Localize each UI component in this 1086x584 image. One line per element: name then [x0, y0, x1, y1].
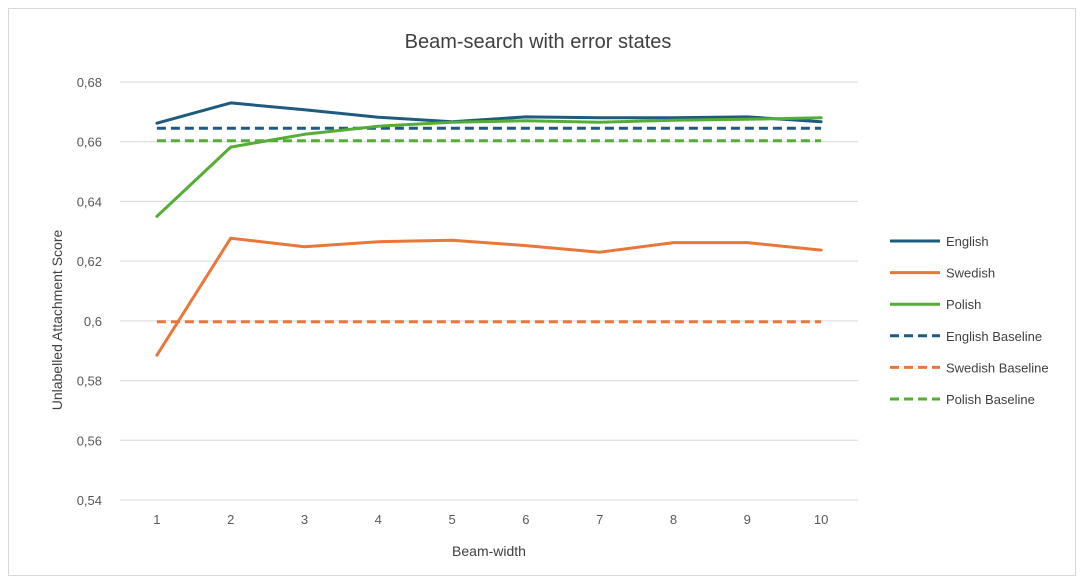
y-tick-label: 0,66: [77, 135, 102, 150]
x-axis-title: Beam-width: [452, 543, 526, 559]
series-line-english: [155, 101, 823, 125]
legend-label: English Baseline: [946, 329, 1042, 344]
legend-label: Swedish Baseline: [946, 360, 1049, 375]
x-tick-label: 5: [448, 512, 455, 527]
x-tick-label: 3: [301, 512, 308, 527]
legend-label: Polish Baseline: [946, 392, 1035, 407]
x-tick-label: 1: [153, 512, 160, 527]
x-tick-label: 2: [227, 512, 234, 527]
series-line-polish: [155, 116, 823, 218]
x-tick-label: 4: [375, 512, 382, 527]
y-tick-label: 0,54: [77, 493, 102, 508]
series-line-swedish: [155, 236, 823, 357]
legend-label: Polish: [946, 297, 981, 312]
x-tick-label: 10: [814, 512, 828, 527]
y-tick-label: 0,62: [77, 254, 102, 269]
chart-title: Beam-search with error states: [405, 31, 672, 53]
y-axis-title: Unlabelled Attachment Score: [49, 230, 65, 411]
x-tick-label: 8: [670, 512, 677, 527]
x-tick-label: 6: [522, 512, 529, 527]
chart-area: [8, 8, 1076, 576]
legend-label: English: [946, 234, 989, 249]
series-lines: [155, 101, 823, 357]
y-tick-labels: 0,54 0,56 0,58 0,6 0,62 0,64 0,66 0,68: [77, 75, 102, 508]
y-tick-label: 0,64: [77, 194, 102, 209]
legend-label: Swedish: [946, 266, 995, 281]
x-tick-label: 7: [596, 512, 603, 527]
legend: English Swedish Polish English Baseline Swed…: [890, 234, 1049, 407]
y-tick-label: 0,58: [77, 374, 102, 389]
y-tick-label: 0,68: [77, 75, 102, 90]
y-tick-label: 0,56: [77, 433, 102, 448]
y-tick-label: 0,6: [84, 314, 102, 329]
gridlines: [120, 81, 858, 501]
x-tick-labels: 1 2 3 4 5 6 7 8 9 10: [153, 512, 828, 527]
x-tick-label: 9: [744, 512, 751, 527]
